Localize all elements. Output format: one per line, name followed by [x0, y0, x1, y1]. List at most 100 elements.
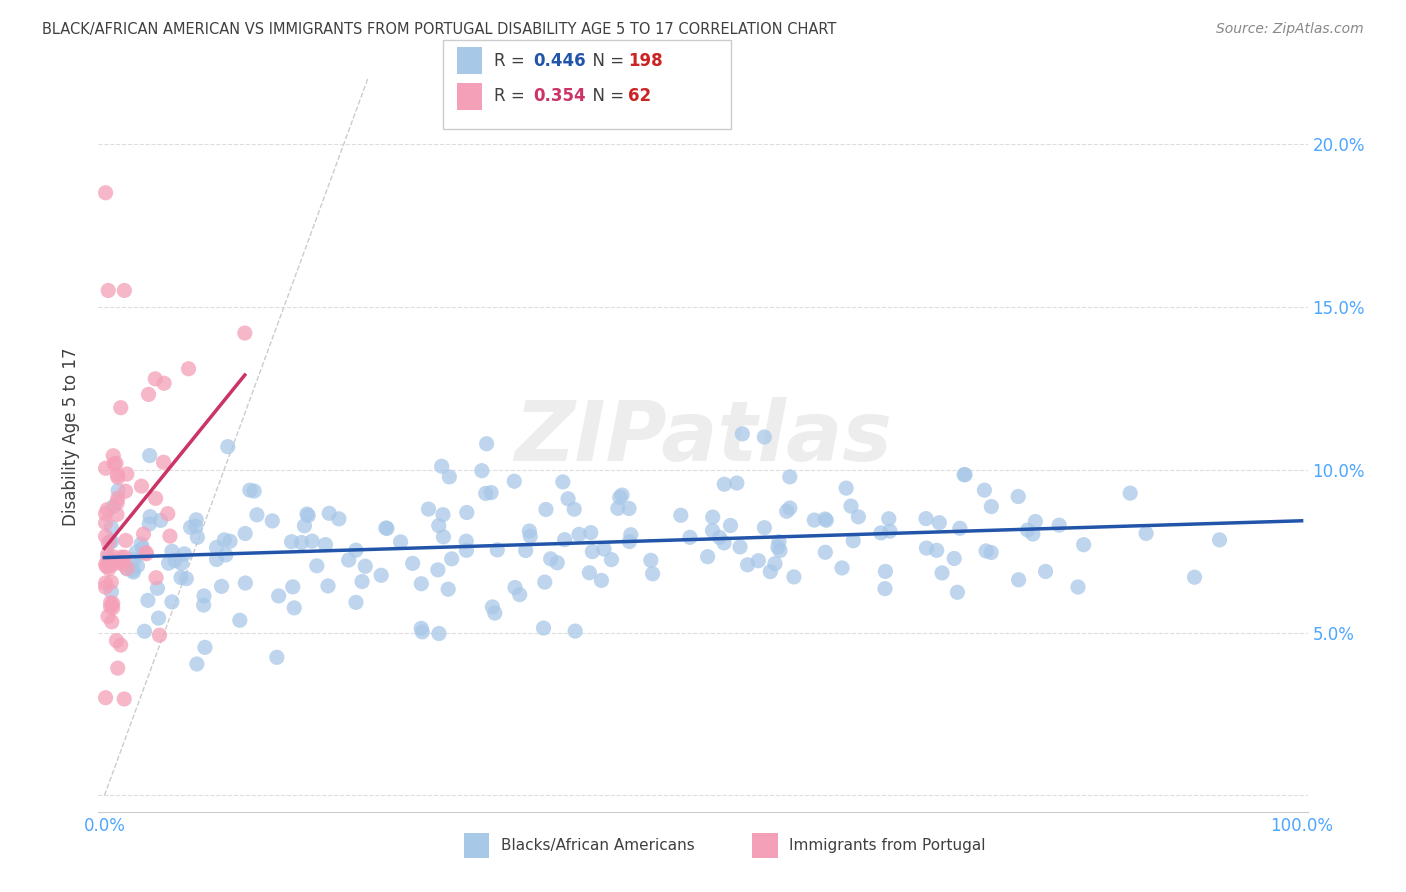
Point: [943, 551, 966, 566]
Point: [215, 548, 238, 562]
Point: [474, 486, 496, 500]
Point: [430, 459, 453, 474]
Point: [193, 598, 215, 612]
Point: [193, 589, 215, 603]
Point: [427, 518, 450, 533]
Point: [194, 640, 217, 655]
Point: [641, 566, 664, 581]
Point: [115, 467, 138, 481]
Point: [98, 534, 121, 549]
Point: [1047, 518, 1070, 533]
Point: [107, 483, 129, 498]
Point: [842, 533, 865, 548]
Point: [108, 554, 131, 568]
Point: [145, 491, 167, 506]
Text: N =: N =: [582, 87, 630, 105]
Text: BLACK/AFRICAN AMERICAN VS IMMIGRANTS FROM PORTUGAL DISABILITY AGE 5 TO 17 CORREL: BLACK/AFRICAN AMERICAN VS IMMIGRANTS FRO…: [42, 22, 837, 37]
Point: [579, 525, 602, 540]
Point: [747, 554, 769, 568]
Point: [100, 575, 122, 590]
Point: [97, 559, 120, 574]
Point: [669, 508, 692, 523]
Point: [763, 557, 786, 571]
Point: [870, 525, 893, 540]
Text: 0.354: 0.354: [533, 87, 585, 105]
Point: [290, 535, 312, 549]
Point: [122, 563, 145, 577]
Point: [186, 657, 208, 671]
Point: [112, 284, 135, 298]
Point: [205, 541, 228, 555]
Point: [432, 530, 454, 544]
Point: [146, 582, 169, 596]
Point: [554, 533, 576, 547]
Point: [578, 566, 600, 580]
Point: [98, 561, 121, 575]
Point: [344, 595, 367, 609]
Point: [848, 509, 870, 524]
Point: [138, 387, 160, 401]
Text: 0.446: 0.446: [533, 52, 585, 70]
Point: [540, 551, 562, 566]
Point: [112, 692, 135, 706]
Point: [1119, 486, 1142, 500]
Point: [696, 549, 718, 564]
Point: [725, 476, 748, 491]
Point: [97, 536, 120, 550]
Point: [475, 436, 498, 450]
Point: [720, 518, 742, 533]
Point: [946, 585, 969, 599]
Point: [679, 530, 702, 544]
Point: [101, 597, 124, 611]
Text: N =: N =: [582, 52, 630, 70]
Point: [503, 581, 526, 595]
Point: [875, 565, 897, 579]
Point: [831, 561, 853, 575]
Point: [160, 595, 183, 609]
Point: [479, 485, 502, 500]
Text: Immigrants from Portugal: Immigrants from Portugal: [789, 838, 986, 853]
Point: [156, 507, 179, 521]
Point: [138, 516, 160, 531]
Point: [233, 326, 256, 340]
Point: [246, 508, 269, 522]
Point: [873, 582, 896, 596]
Point: [233, 576, 256, 591]
Point: [591, 574, 613, 588]
Point: [374, 521, 396, 535]
Point: [713, 477, 735, 491]
Point: [283, 600, 305, 615]
Point: [375, 521, 398, 535]
Point: [915, 541, 938, 555]
Point: [702, 524, 724, 538]
Point: [205, 552, 228, 566]
Point: [174, 572, 197, 586]
Point: [949, 521, 972, 535]
Point: [105, 496, 128, 510]
Point: [134, 624, 156, 639]
Point: [107, 661, 129, 675]
Point: [114, 550, 136, 565]
Point: [148, 628, 170, 642]
Point: [132, 527, 155, 541]
Point: [562, 502, 585, 516]
Point: [107, 470, 129, 484]
Point: [233, 526, 256, 541]
Point: [315, 538, 337, 552]
Point: [131, 479, 153, 493]
Point: [94, 690, 117, 705]
Point: [1135, 526, 1157, 541]
Point: [593, 542, 616, 557]
Point: [114, 533, 136, 548]
Point: [103, 499, 125, 513]
Point: [94, 516, 117, 530]
Point: [484, 606, 506, 620]
Point: [139, 509, 162, 524]
Point: [456, 534, 478, 549]
Point: [354, 559, 377, 574]
Point: [100, 596, 122, 610]
Point: [160, 544, 183, 558]
Point: [122, 552, 145, 566]
Point: [100, 615, 122, 629]
Point: [776, 504, 799, 518]
